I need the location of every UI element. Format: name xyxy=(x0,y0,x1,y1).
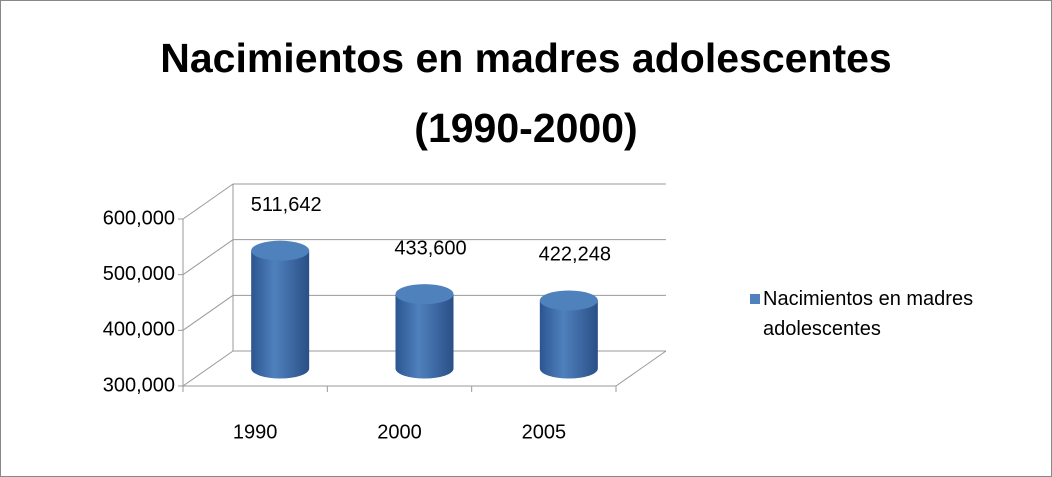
floor-side xyxy=(615,350,667,387)
chart-title: Nacimientos en madres adolescentes (1990… xyxy=(160,35,892,151)
y-tick-label: 400,000 xyxy=(103,319,175,341)
y-tick-label: 600,000 xyxy=(103,207,175,229)
x-tick-label: 2005 xyxy=(522,421,567,443)
data-label: 422,248 xyxy=(539,244,611,266)
bar xyxy=(395,284,454,379)
grid-line-side xyxy=(182,294,234,331)
x-tick-label: 2000 xyxy=(377,421,422,443)
cylinder-top xyxy=(251,240,310,261)
bar xyxy=(251,240,310,379)
y-tick-label: 500,000 xyxy=(103,263,175,285)
data-label: 511,642 xyxy=(251,194,322,216)
cylinder-body xyxy=(539,300,598,379)
data-label: 433,600 xyxy=(394,237,466,259)
x-tick-label: 1990 xyxy=(233,421,278,443)
cylinder-top xyxy=(539,290,598,311)
cylinder-body xyxy=(251,250,310,379)
bar xyxy=(539,290,598,379)
grid-line-side xyxy=(182,183,234,220)
grid-line-side xyxy=(182,239,234,276)
cylinder-top xyxy=(395,284,454,305)
cylinder-body xyxy=(395,294,454,379)
legend-swatch xyxy=(750,294,760,304)
legend-label: Nacimientos en madres adolescentes xyxy=(763,288,974,340)
y-tick-label: 300,000 xyxy=(103,374,175,396)
grid-line-side xyxy=(182,350,234,387)
